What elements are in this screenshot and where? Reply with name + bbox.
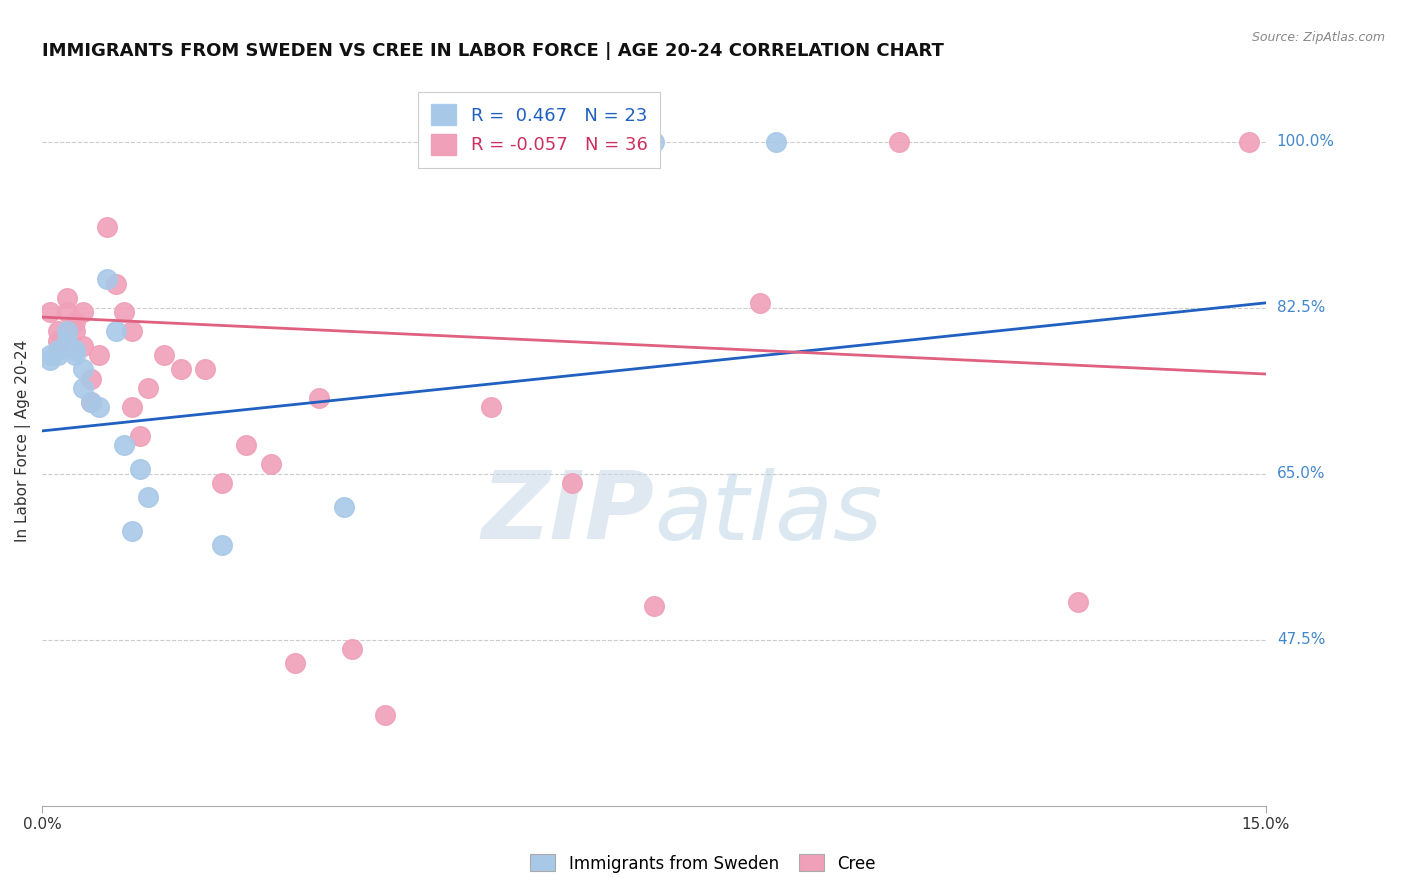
Point xyxy=(129,462,152,476)
Point xyxy=(153,348,176,362)
Point xyxy=(55,291,77,305)
Point xyxy=(537,135,560,149)
Point xyxy=(48,348,70,362)
Text: 100.0%: 100.0% xyxy=(1277,134,1334,149)
Point xyxy=(72,362,94,376)
Point xyxy=(39,352,62,367)
Point xyxy=(104,324,127,338)
Point xyxy=(211,538,233,552)
Point xyxy=(1239,135,1261,149)
Point xyxy=(333,500,356,514)
Point xyxy=(136,491,159,505)
Text: ZIP: ZIP xyxy=(481,467,654,559)
Point xyxy=(194,362,217,376)
Point xyxy=(479,401,502,415)
Point xyxy=(259,457,281,471)
Point xyxy=(96,272,118,286)
Point xyxy=(643,135,665,149)
Point xyxy=(89,348,111,362)
Point xyxy=(55,324,77,338)
Text: 47.5%: 47.5% xyxy=(1277,632,1324,647)
Text: 82.5%: 82.5% xyxy=(1277,300,1324,315)
Point xyxy=(39,348,62,362)
Point xyxy=(129,428,152,442)
Point xyxy=(48,324,70,338)
Point xyxy=(121,524,143,538)
Point xyxy=(39,305,62,319)
Point xyxy=(55,305,77,319)
Point xyxy=(748,296,770,310)
Legend: R =  0.467   N = 23, R = -0.057   N = 36: R = 0.467 N = 23, R = -0.057 N = 36 xyxy=(418,92,659,168)
Point xyxy=(80,395,103,409)
Point xyxy=(308,391,330,405)
Legend: Immigrants from Sweden, Cree: Immigrants from Sweden, Cree xyxy=(523,847,883,880)
Text: Source: ZipAtlas.com: Source: ZipAtlas.com xyxy=(1251,31,1385,45)
Point xyxy=(121,401,143,415)
Point xyxy=(643,599,665,614)
Point xyxy=(765,135,787,149)
Point xyxy=(170,362,193,376)
Point xyxy=(121,324,143,338)
Point xyxy=(374,708,396,723)
Point xyxy=(136,381,159,395)
Point xyxy=(72,338,94,352)
Point xyxy=(561,476,583,491)
Point xyxy=(63,324,86,338)
Point xyxy=(112,438,135,452)
Point xyxy=(104,277,127,291)
Point xyxy=(72,381,94,395)
Point xyxy=(63,343,86,358)
Point xyxy=(89,401,111,415)
Point xyxy=(112,305,135,319)
Point xyxy=(72,305,94,319)
Point xyxy=(63,348,86,362)
Point xyxy=(1067,595,1090,609)
Point xyxy=(340,642,363,657)
Y-axis label: In Labor Force | Age 20-24: In Labor Force | Age 20-24 xyxy=(15,339,31,541)
Point xyxy=(80,395,103,409)
Point xyxy=(48,334,70,348)
Point xyxy=(96,219,118,234)
Point xyxy=(80,372,103,386)
Point xyxy=(284,657,307,671)
Point xyxy=(55,334,77,348)
Point xyxy=(887,135,910,149)
Point xyxy=(235,438,257,452)
Text: 65.0%: 65.0% xyxy=(1277,467,1326,481)
Point xyxy=(211,476,233,491)
Point xyxy=(48,343,70,358)
Point xyxy=(63,315,86,329)
Text: atlas: atlas xyxy=(654,468,882,559)
Text: IMMIGRANTS FROM SWEDEN VS CREE IN LABOR FORCE | AGE 20-24 CORRELATION CHART: IMMIGRANTS FROM SWEDEN VS CREE IN LABOR … xyxy=(42,42,943,60)
